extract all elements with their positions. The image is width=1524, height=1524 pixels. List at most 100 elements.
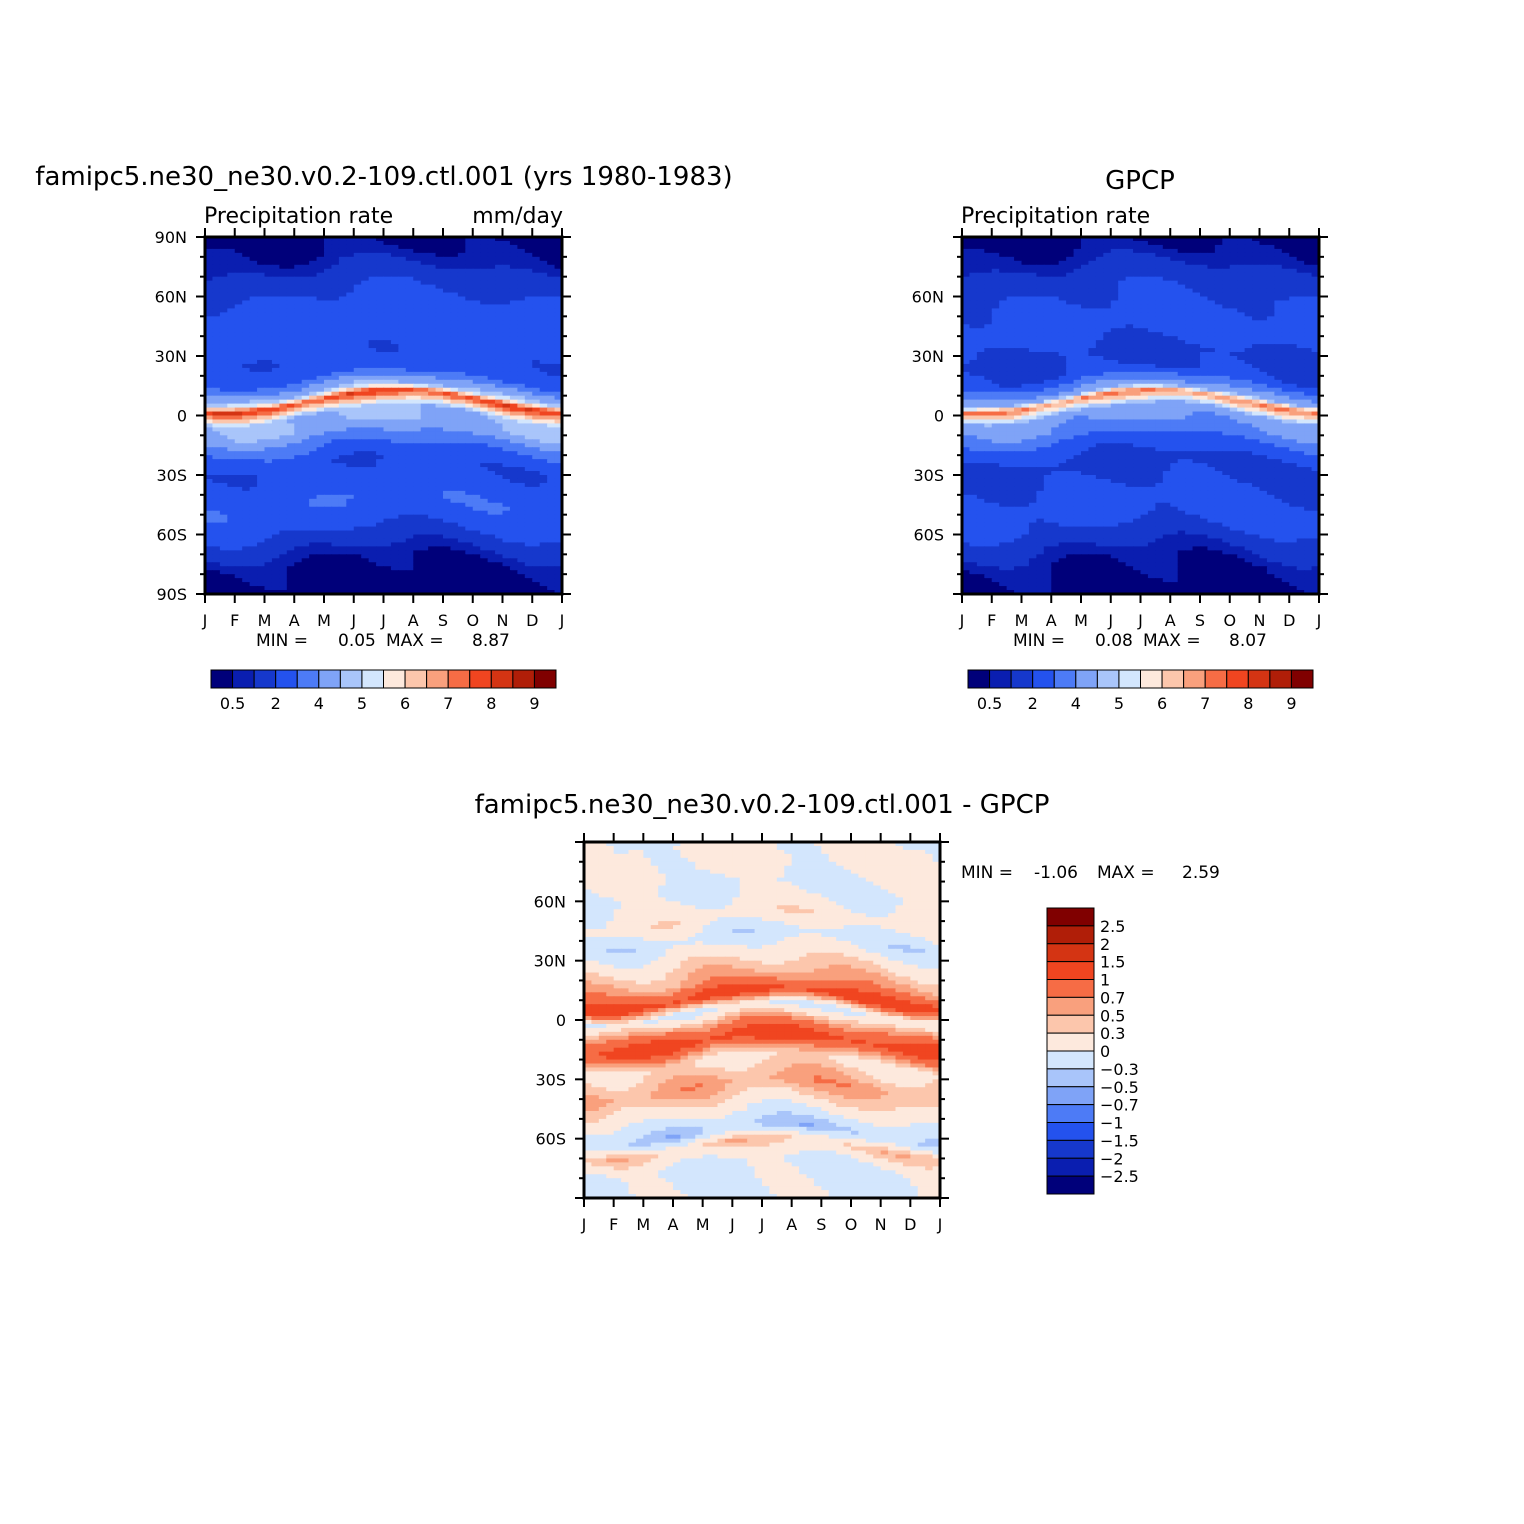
contour-cell bbox=[257, 590, 266, 594]
max-label: MAX = bbox=[386, 631, 444, 651]
contour-cell bbox=[413, 586, 422, 591]
contour-cell bbox=[242, 582, 251, 587]
contour-cell bbox=[1051, 256, 1060, 262]
contour-cell bbox=[249, 506, 258, 512]
contour-cell bbox=[495, 439, 504, 444]
contour-cell bbox=[480, 292, 489, 298]
contour-cell bbox=[487, 340, 496, 345]
contour-cell bbox=[495, 510, 504, 516]
contour-cell bbox=[316, 566, 325, 571]
contour-cell bbox=[547, 574, 556, 579]
contour-cell bbox=[502, 264, 511, 270]
contour-cell bbox=[286, 284, 295, 290]
contour-cell bbox=[271, 510, 280, 516]
contour-cell bbox=[532, 494, 541, 500]
contour-cell bbox=[1118, 276, 1127, 282]
contour-cell bbox=[390, 586, 399, 591]
contour-cell bbox=[234, 518, 243, 524]
contour-cell bbox=[324, 272, 333, 278]
contour-cell bbox=[294, 514, 303, 520]
contour-cell bbox=[554, 375, 562, 381]
contour-cell bbox=[480, 344, 489, 349]
contour-cell bbox=[390, 344, 399, 349]
contour-cell bbox=[420, 463, 429, 468]
contour-cell bbox=[212, 296, 221, 302]
contour-cell bbox=[472, 300, 481, 306]
contour-cell bbox=[353, 419, 362, 425]
contour-cell bbox=[457, 558, 466, 563]
contour-cell bbox=[435, 419, 444, 425]
contour-cell bbox=[962, 272, 971, 278]
contour-cell bbox=[472, 348, 481, 353]
contour-cell bbox=[242, 336, 251, 341]
contour-cell bbox=[539, 264, 548, 270]
contour-cell bbox=[962, 264, 971, 270]
contour-cell bbox=[212, 316, 221, 321]
contour-cell bbox=[435, 478, 444, 484]
contour-cell bbox=[353, 415, 362, 421]
contour-cell bbox=[257, 300, 266, 306]
contour-cell bbox=[309, 395, 318, 401]
contour-cell bbox=[205, 582, 214, 587]
contour-cell bbox=[279, 558, 288, 563]
contour-cell bbox=[457, 300, 466, 306]
contour-cell bbox=[524, 510, 533, 516]
contour-cell bbox=[279, 467, 288, 472]
contour-cell bbox=[413, 427, 422, 432]
contour-cell bbox=[502, 455, 511, 460]
contour-cell bbox=[294, 356, 303, 361]
contour-cell bbox=[390, 435, 399, 440]
contour-cell bbox=[212, 590, 221, 594]
contour-cell bbox=[554, 546, 562, 551]
contour-cell bbox=[398, 431, 407, 436]
contour-cell bbox=[368, 482, 377, 488]
contour-cell bbox=[324, 260, 333, 266]
contour-cell bbox=[539, 352, 548, 357]
contour-cell bbox=[331, 237, 340, 242]
contour-cell bbox=[309, 284, 318, 290]
contour-cell bbox=[428, 546, 437, 551]
contour-cell bbox=[547, 447, 556, 452]
contour-cell bbox=[991, 256, 1000, 262]
contour-cell bbox=[301, 312, 310, 317]
field-layer bbox=[962, 237, 1319, 594]
contour-cell bbox=[428, 522, 437, 528]
contour-cell bbox=[554, 447, 562, 452]
contour-cell bbox=[517, 411, 526, 417]
contour-cell bbox=[242, 471, 251, 476]
contour-cell bbox=[547, 328, 556, 333]
contour-cell bbox=[264, 419, 273, 425]
contour-cell bbox=[495, 292, 504, 298]
contour-cell bbox=[539, 530, 548, 536]
contour-cell bbox=[398, 562, 407, 567]
contour-cell bbox=[1081, 240, 1090, 246]
contour-cell bbox=[294, 427, 303, 432]
contour-cell bbox=[338, 518, 347, 524]
contour-cell bbox=[1036, 256, 1045, 262]
contour-cell bbox=[234, 320, 243, 325]
contour-cell bbox=[465, 332, 474, 337]
contour-cell bbox=[420, 300, 429, 306]
contour-cell bbox=[376, 399, 385, 405]
contour-cell bbox=[547, 240, 556, 246]
contour-cell bbox=[286, 264, 295, 270]
contour-cell bbox=[532, 248, 541, 254]
contour-cell bbox=[480, 431, 489, 436]
contour-cell bbox=[450, 447, 459, 452]
contour-cell bbox=[212, 475, 221, 480]
contour-cell bbox=[383, 574, 392, 579]
contour-cell bbox=[279, 244, 288, 250]
contour-cell bbox=[338, 391, 347, 397]
contour-cell bbox=[539, 324, 548, 329]
contour-cell bbox=[509, 423, 518, 428]
contour-cell bbox=[1140, 244, 1149, 250]
contour-cell bbox=[257, 498, 266, 504]
contour-cell bbox=[1207, 260, 1216, 266]
contour-cell bbox=[420, 415, 429, 421]
contour-cell bbox=[249, 475, 258, 480]
contour-cell bbox=[227, 586, 236, 591]
contour-cell bbox=[457, 348, 466, 353]
contour-cell bbox=[465, 427, 474, 432]
contour-cell bbox=[390, 506, 399, 512]
contour-cell bbox=[383, 506, 392, 512]
